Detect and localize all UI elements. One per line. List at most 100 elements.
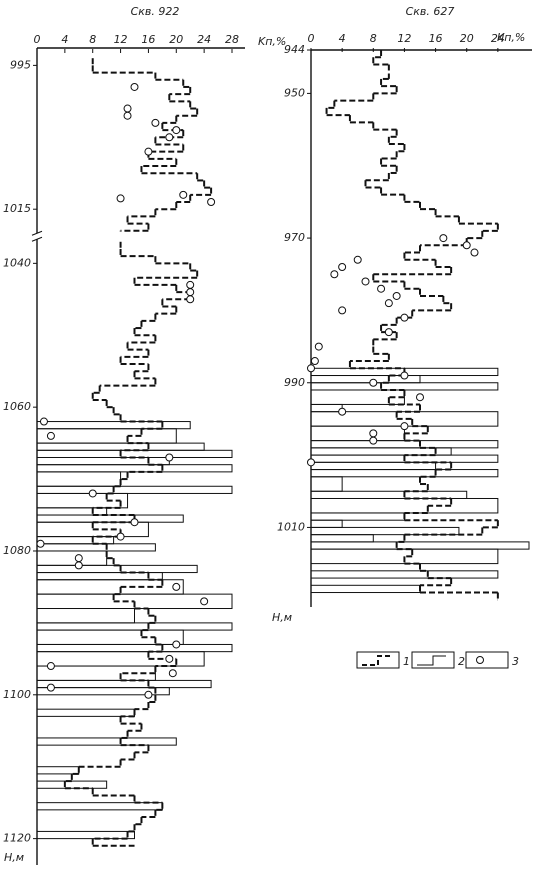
interval-bar xyxy=(36,442,205,451)
core-point xyxy=(369,436,378,445)
x-tick-label: 0 xyxy=(34,33,41,46)
x-tick-label: 20 xyxy=(169,33,183,46)
x-axis-label: Kп,% xyxy=(258,35,286,48)
core-point xyxy=(74,561,83,570)
core-point xyxy=(186,295,195,304)
x-tick-label: 8 xyxy=(370,32,377,45)
core-point xyxy=(46,431,55,440)
core-point xyxy=(400,371,409,380)
interval-bar xyxy=(36,457,170,466)
interval-bar xyxy=(36,471,122,487)
core-point xyxy=(46,662,55,671)
interval-bar xyxy=(36,428,177,444)
interval-bar xyxy=(36,629,184,645)
interval-bar xyxy=(310,403,343,413)
core-point xyxy=(165,453,174,462)
core-point xyxy=(400,422,409,431)
interval-bar xyxy=(310,526,460,536)
interval-bar xyxy=(36,830,135,840)
core-point xyxy=(392,291,401,300)
y-tick-label: 1015 xyxy=(3,202,31,215)
interval-bar xyxy=(36,492,129,509)
interval-bar xyxy=(310,389,405,405)
interval-bar xyxy=(36,708,135,717)
interval-bar xyxy=(310,512,405,521)
chart-title: Скв. 922 xyxy=(131,5,180,18)
y-tick-label: 1080 xyxy=(3,544,31,557)
core-point xyxy=(39,417,48,426)
core-point xyxy=(46,683,55,692)
interval-bar xyxy=(36,737,177,746)
core-point xyxy=(307,458,315,467)
interval-bar xyxy=(36,651,205,667)
y-tick-label: 970 xyxy=(284,231,305,244)
core-point xyxy=(338,306,347,315)
x-tick-label: 24 xyxy=(491,32,505,45)
core-point xyxy=(207,198,216,207)
core-point xyxy=(186,280,195,289)
legend-label: 1 xyxy=(403,655,410,668)
legend-icon xyxy=(417,655,446,666)
core-point xyxy=(369,378,378,387)
core-point xyxy=(172,582,181,591)
y-tick-label: 1100 xyxy=(3,688,31,701)
interval-bar xyxy=(310,476,343,492)
interval-bar xyxy=(310,447,452,456)
y-tick-label: 1040 xyxy=(3,256,31,269)
y-tick-label: 1010 xyxy=(277,520,305,533)
core-point xyxy=(338,407,347,416)
core-point xyxy=(116,532,125,541)
core-point xyxy=(88,489,97,498)
core-point xyxy=(186,288,195,297)
x-tick-label: 8 xyxy=(89,33,96,46)
core-point xyxy=(361,277,370,286)
x-tick-label: 4 xyxy=(339,32,346,45)
interval-bar xyxy=(36,464,233,473)
core-point xyxy=(116,194,125,203)
interval-bar xyxy=(36,766,80,775)
axis-break xyxy=(31,230,43,236)
legend-label: 2 xyxy=(458,655,465,668)
interval-bar xyxy=(36,485,233,494)
interval-bar xyxy=(36,514,184,523)
core-point xyxy=(144,147,153,156)
interval-bar xyxy=(310,490,468,499)
x-tick-label: 16 xyxy=(141,33,155,46)
interval-bar xyxy=(310,382,499,391)
core-point xyxy=(123,111,132,120)
core-point xyxy=(130,82,139,91)
legend: 1 2 3 xyxy=(356,651,519,669)
x-tick-label: 28 xyxy=(225,33,239,46)
core-point xyxy=(123,104,132,113)
interval-bar xyxy=(310,570,499,579)
core-point xyxy=(168,669,177,678)
interval-bar xyxy=(310,497,499,514)
x-tick-label: 0 xyxy=(308,32,315,45)
core-point xyxy=(172,126,181,135)
core-point xyxy=(130,518,139,527)
core-point xyxy=(353,255,362,264)
interval-bar xyxy=(36,802,163,811)
x-tick-label: 20 xyxy=(460,32,474,45)
core-point xyxy=(439,234,448,243)
interval-bar xyxy=(310,461,437,471)
interval-bar xyxy=(36,550,108,566)
legend-icon xyxy=(362,655,390,666)
core-point xyxy=(200,597,209,606)
interval-bar xyxy=(36,665,156,681)
core-point xyxy=(338,263,347,272)
interval-bar xyxy=(36,622,233,631)
y-tick-label: 990 xyxy=(284,376,305,389)
interval-bar xyxy=(36,449,233,458)
interval-bar xyxy=(310,541,530,550)
interval-bar xyxy=(310,534,374,543)
core-point xyxy=(384,299,393,308)
interval-bar xyxy=(36,572,163,581)
core-point xyxy=(144,690,153,699)
x-tick-label: 12 xyxy=(397,32,411,45)
legend-box xyxy=(411,651,455,669)
core-point xyxy=(377,284,386,293)
interval-bar xyxy=(36,780,108,789)
interval-bar xyxy=(36,507,108,516)
x-tick-label: 12 xyxy=(114,33,128,46)
